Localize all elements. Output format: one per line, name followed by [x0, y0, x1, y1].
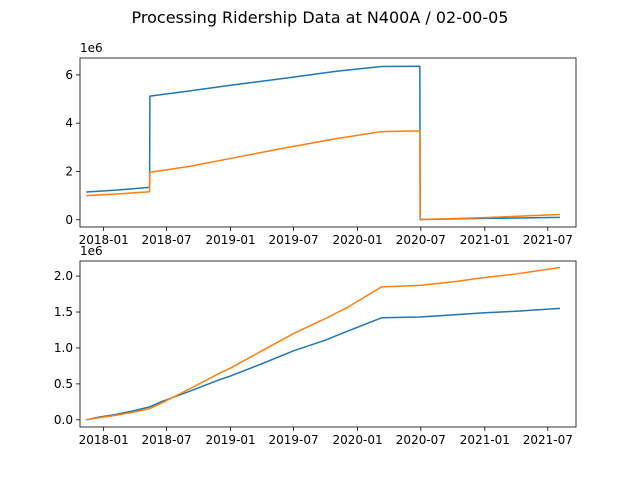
x-tick-label: 2019-07 [268, 433, 318, 447]
figure-title: Processing Ridership Data at N400A / 02-… [132, 8, 509, 27]
x-tick-label: 2021-01 [460, 433, 510, 447]
x-tick-label: 2020-07 [396, 233, 446, 247]
x-tick-label: 2021-07 [523, 433, 573, 447]
x-tick-label: 2020-01 [332, 433, 382, 447]
x-tick-label: 2018-07 [142, 433, 192, 447]
y-offset-label: 1e6 [80, 41, 103, 55]
bottom-chart-panel: 2018-01 2018-07 2019-01 2019-07 2020-01 2020-… [54, 244, 577, 447]
x-tick-label: 2020-01 [332, 233, 382, 247]
y-tick-label: 0 [65, 213, 73, 227]
axes-frame [79, 57, 577, 228]
x-tick-label: 2021-07 [523, 233, 573, 247]
top-chart-panel: 2018-01 2018-07 2019-01 2019-07 2020-01 2020-… [65, 41, 577, 247]
y-tick-label: 4 [65, 116, 73, 130]
y-tick-label: 6 [65, 68, 73, 82]
y-tick-label: 2.0 [54, 269, 73, 283]
x-tick-label: 2021-01 [460, 233, 510, 247]
y-tick-label: 0.5 [54, 377, 73, 391]
series-line-1 [86, 307, 561, 421]
series-line-2 [86, 266, 561, 421]
x-tick-label: 2019-07 [268, 233, 318, 247]
x-tick-label: 2019-01 [206, 433, 256, 447]
y-tick-label: 2 [65, 164, 73, 178]
series-line-2 [86, 130, 561, 221]
x-tick-label: 2018-01 [79, 233, 129, 247]
y-tick-label: 1.5 [54, 305, 73, 319]
x-tick-label: 2018-01 [79, 433, 129, 447]
x-tick-label: 2019-01 [206, 233, 256, 247]
y-tick-label: 1.0 [54, 341, 73, 355]
y-offset-label: 1e6 [80, 244, 103, 258]
axes-frame [79, 260, 577, 428]
x-tick-label: 2020-07 [396, 433, 446, 447]
x-tick-label: 2018-07 [142, 233, 192, 247]
y-tick-label: 0.0 [54, 413, 73, 427]
